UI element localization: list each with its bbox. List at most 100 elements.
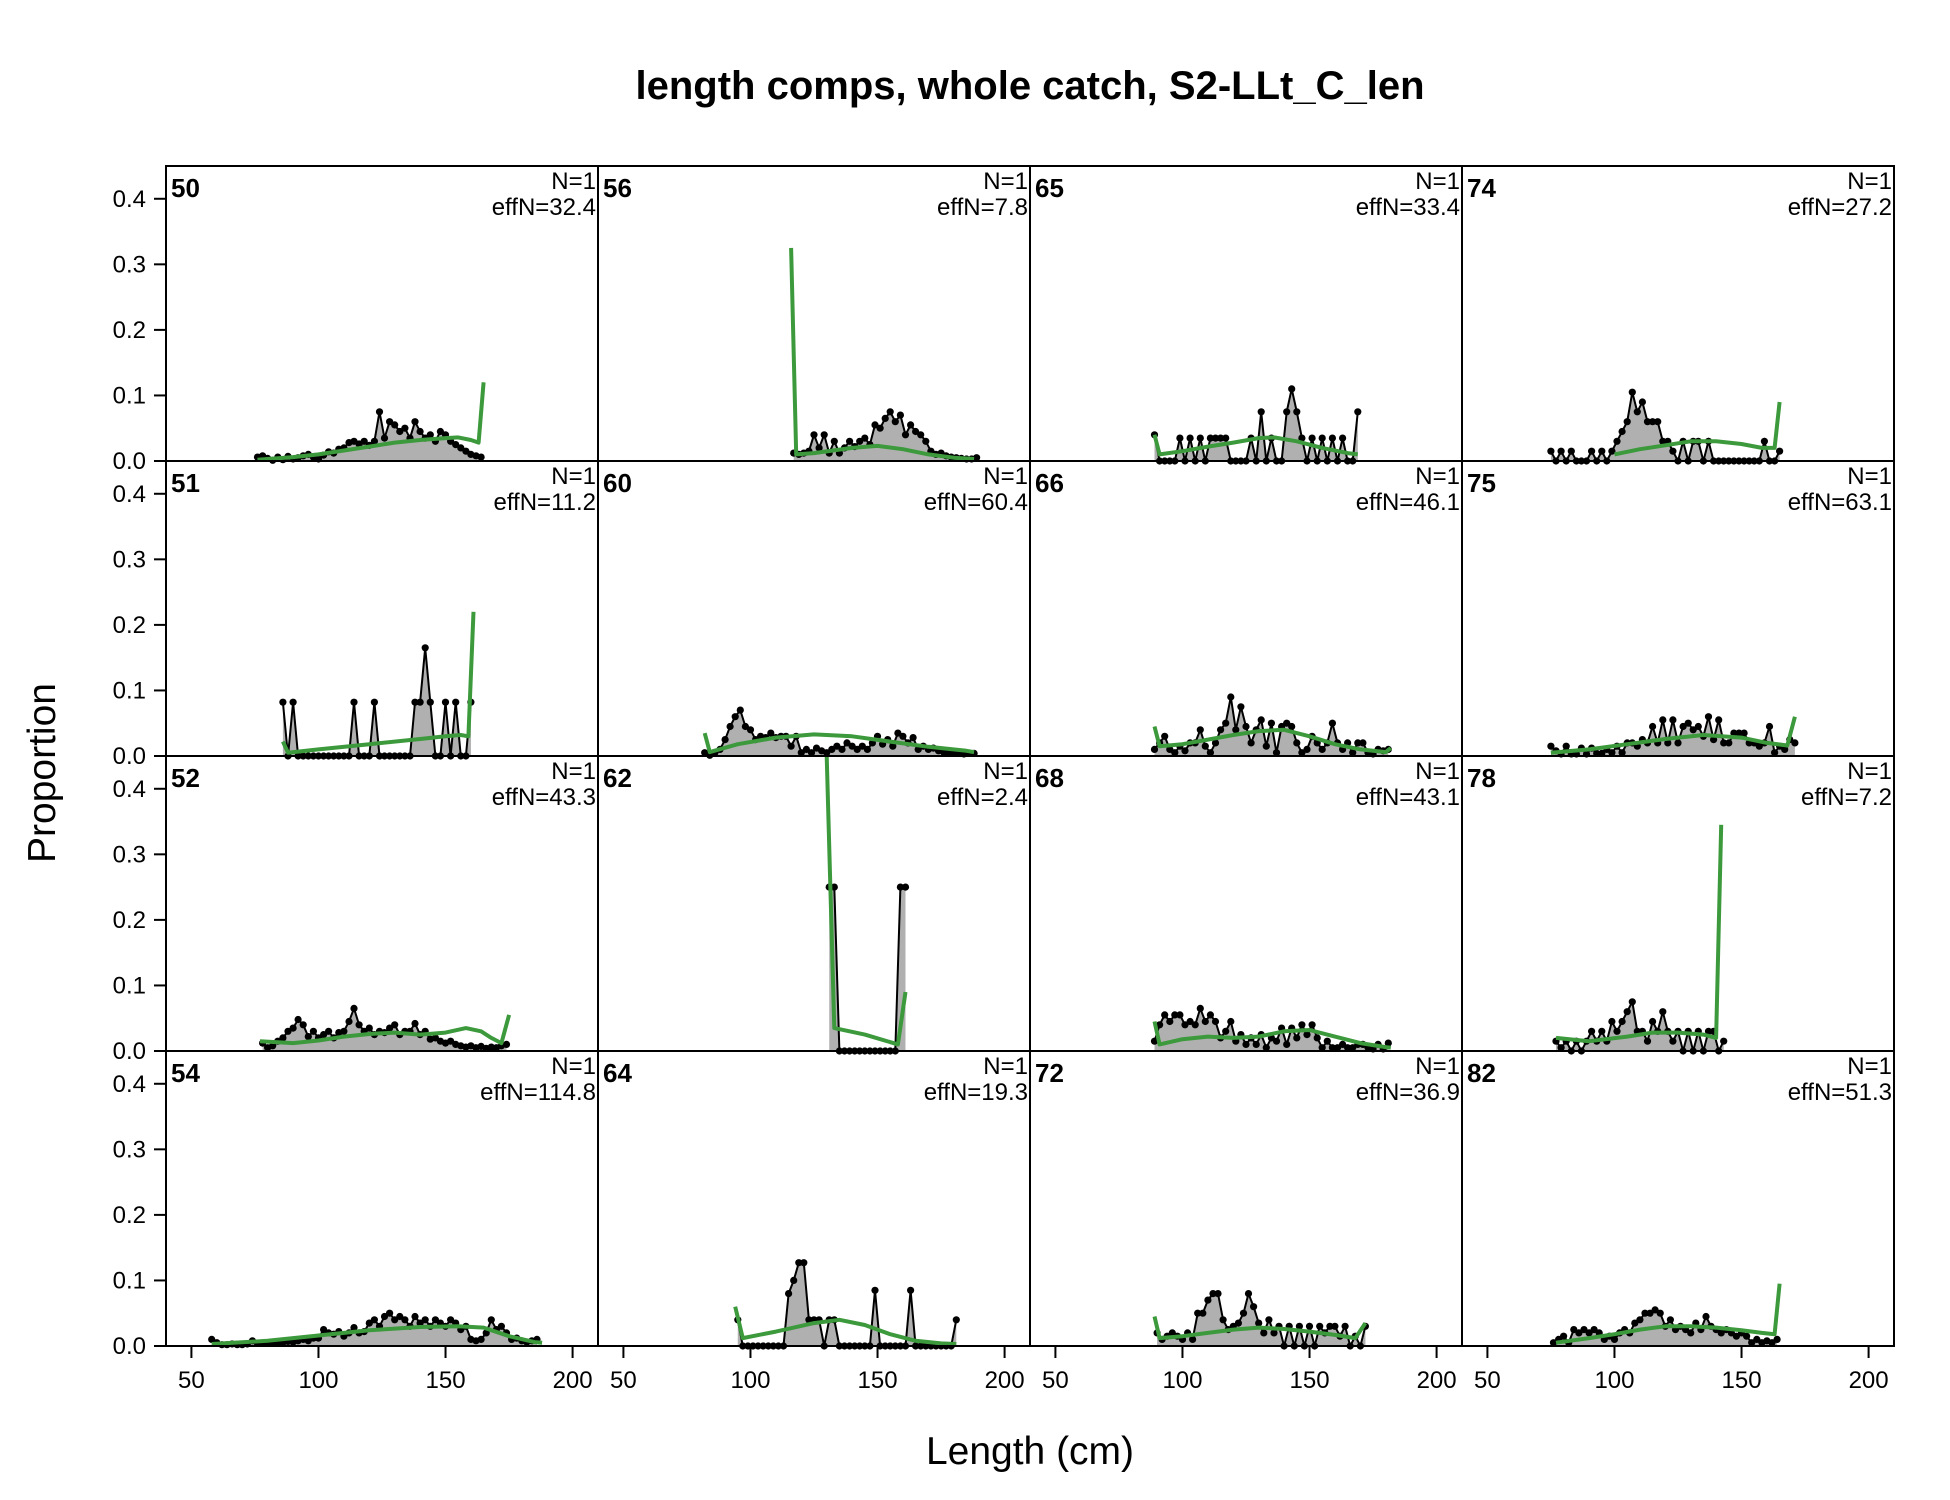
panel-frame	[1461, 1050, 1895, 1347]
panel-n: N=1	[1847, 168, 1892, 195]
observed-area	[829, 887, 906, 1051]
observed-point	[901, 431, 910, 439]
observed-area	[1157, 1293, 1366, 1346]
observed-point	[1702, 1312, 1710, 1321]
observed-point	[1339, 434, 1347, 442]
observed-point	[810, 431, 818, 439]
observed-point	[386, 1309, 394, 1317]
panel-effn: effN=63.1	[1788, 489, 1892, 516]
observed-point	[1684, 719, 1692, 727]
observed-point	[815, 444, 823, 452]
x-tick-label: 200	[553, 1367, 593, 1394]
observed-point	[401, 1316, 409, 1324]
observed-point	[411, 1019, 419, 1028]
observed-point	[1196, 1004, 1204, 1013]
observed-point	[917, 431, 925, 439]
expected-line	[1550, 716, 1797, 755]
observed-point	[380, 1312, 389, 1321]
panel-effn: effN=11.2	[493, 489, 596, 516]
observed-point	[294, 1015, 302, 1024]
observed-point	[1206, 434, 1214, 442]
observed-point	[1331, 1322, 1339, 1330]
x-tick-label: 200	[1849, 1367, 1889, 1394]
observed-point	[830, 437, 838, 445]
observed-point	[497, 1322, 505, 1330]
observed-point	[1262, 1044, 1270, 1052]
panel-effn: effN=60.4	[924, 489, 1028, 516]
observed-point	[1649, 418, 1657, 426]
chart-title: length comps, whole catch, S2-LLt_C_len	[635, 64, 1424, 108]
observed-point	[726, 722, 734, 731]
observed-point	[807, 749, 816, 757]
observed-point	[795, 1259, 803, 1267]
observed-point	[1588, 1027, 1596, 1035]
x-tick-label: 150	[426, 1367, 466, 1394]
observed-point	[1776, 447, 1784, 455]
panel-label: 75	[1467, 468, 1496, 498]
observed-point	[416, 427, 424, 436]
observed-point	[380, 434, 389, 442]
y-tick-label: 0.4	[113, 1071, 146, 1098]
panel-effn: effN=114.8	[480, 1079, 596, 1106]
observed-point	[289, 698, 297, 706]
panel-n: N=1	[1415, 463, 1460, 490]
observed-point	[1265, 1316, 1273, 1324]
observed-point	[289, 1024, 297, 1032]
observed-point	[1618, 1017, 1626, 1026]
observed-point	[1720, 739, 1728, 747]
observed-point	[1730, 729, 1738, 737]
observed-point	[721, 736, 729, 744]
observed-point	[1161, 1011, 1169, 1019]
observed-point	[907, 1286, 915, 1294]
y-tick-label: 0.4	[113, 186, 146, 213]
panel-label: 66	[1035, 468, 1064, 498]
observed-point	[477, 453, 485, 461]
observed-point	[452, 698, 460, 706]
observed-point	[909, 734, 917, 742]
observed-point	[1354, 739, 1362, 747]
observed-point	[447, 1316, 455, 1324]
observed-point	[279, 1034, 287, 1042]
observed-point	[309, 1027, 317, 1035]
observed-point	[1168, 1329, 1176, 1337]
observed-point	[1748, 1339, 1756, 1347]
observed-point	[1305, 1322, 1314, 1330]
observed-point	[1740, 729, 1748, 737]
observed-point	[1649, 722, 1657, 731]
observed-point	[421, 1316, 429, 1324]
panel-effn: effN=32.4	[492, 194, 596, 221]
observed-point	[1628, 388, 1636, 396]
observed-point	[426, 698, 434, 706]
observed-point	[1293, 1034, 1301, 1042]
observed-point	[1272, 749, 1281, 757]
observed-point	[820, 431, 828, 439]
observed-point	[1791, 739, 1799, 747]
observed-area	[793, 411, 977, 461]
panel-effn: effN=43.1	[1356, 784, 1460, 811]
y-axis-title: Proportion	[21, 683, 64, 863]
observed-point	[1549, 1339, 1558, 1347]
observed-point	[457, 444, 465, 452]
observed-point	[396, 427, 404, 436]
observed-point	[1318, 745, 1326, 754]
observed-point	[767, 729, 775, 737]
panel-label: 52	[171, 763, 200, 793]
observed-point	[1217, 434, 1225, 442]
observed-point	[1283, 408, 1291, 416]
observed-point	[1344, 1044, 1352, 1052]
observed-point	[952, 1316, 960, 1324]
expected-line	[281, 611, 476, 755]
observed-point	[1575, 1329, 1583, 1337]
observed-point	[1636, 1316, 1644, 1324]
observed-point	[350, 1004, 358, 1013]
panel-effn: effN=27.2	[1788, 194, 1892, 221]
expected-line	[259, 1014, 512, 1046]
observed-point	[411, 418, 419, 426]
